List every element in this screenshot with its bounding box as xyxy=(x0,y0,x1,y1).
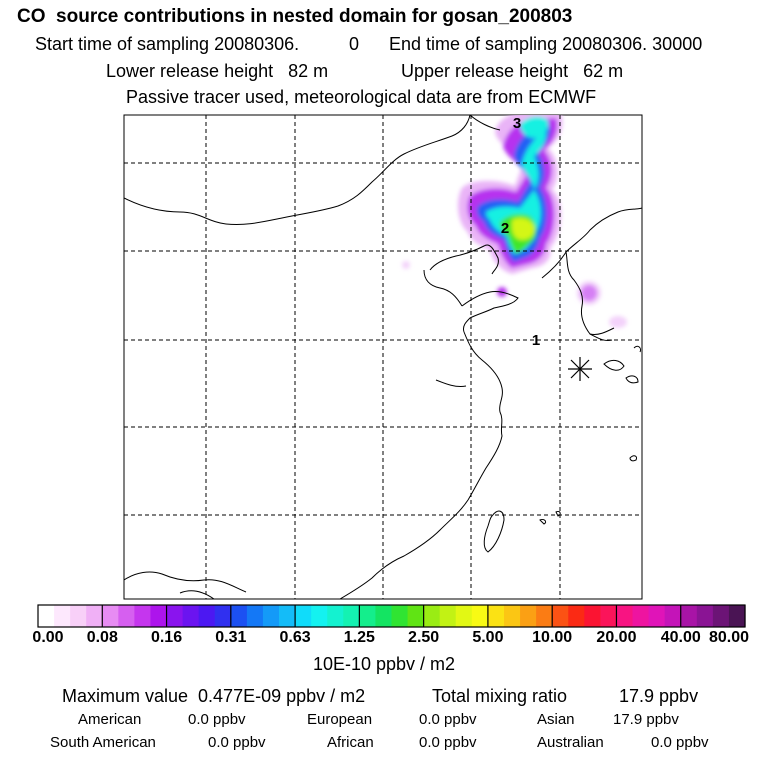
colorbar-cell xyxy=(552,605,569,627)
colorbar-cell xyxy=(696,605,714,627)
colorbar-cell xyxy=(295,605,312,627)
colorbar-cell xyxy=(38,605,55,627)
colorbar-cell xyxy=(214,605,232,627)
asian-label: Asian xyxy=(537,711,575,728)
colorbar-cell xyxy=(262,605,280,627)
colorbar-cell xyxy=(166,605,184,627)
colorbar-cell xyxy=(246,605,264,627)
total-mixing-ratio-label: Total mixing ratio xyxy=(432,686,568,706)
colorbar-cell xyxy=(118,605,136,627)
colorbar-tick-label: 80.00 xyxy=(708,629,750,646)
lat-lon-grid xyxy=(124,115,642,599)
tracer-note: Passive tracer used, meteorological data… xyxy=(126,87,597,107)
colorbar-cell xyxy=(648,605,666,627)
colorbar-cell xyxy=(150,605,168,627)
american-value: 0.0 ppbv xyxy=(188,711,246,728)
colorbar-tick-label: 2.50 xyxy=(408,629,440,646)
upper-release-height: Upper release height 62 m xyxy=(401,61,624,81)
south-american-value: 0.0 ppbv xyxy=(208,734,266,751)
map-title: CO source contributions in nested domain… xyxy=(17,6,573,27)
colorbar-tick-label: 1.25 xyxy=(343,629,375,646)
colorbar-cell xyxy=(54,605,71,627)
colorbar-cell xyxy=(279,605,296,627)
colorbar-cell xyxy=(584,605,601,627)
colorbar-cell xyxy=(664,605,682,627)
american-label: American xyxy=(78,711,142,728)
colorbar-cell xyxy=(70,605,87,627)
colorbar-cell xyxy=(86,605,103,627)
colorbar-cell xyxy=(536,605,553,627)
colorbar-tick-label: 40.00 xyxy=(660,629,701,646)
colorbar-cell xyxy=(102,605,119,627)
total-mixing-ratio-value: 17.9 ppbv xyxy=(619,686,699,706)
colorbar-tick-label: 0.63 xyxy=(279,629,311,646)
colorbar-cell xyxy=(568,605,585,627)
colorbar-cell xyxy=(520,605,537,627)
colorbar-tick-label: 5.00 xyxy=(472,629,504,646)
colorbar-cell xyxy=(311,605,328,627)
colorbar-tick-label: 0.08 xyxy=(86,629,118,646)
colorbar-cell xyxy=(503,605,521,627)
colorbar-cell xyxy=(680,605,698,627)
colorbar-tick-label: 20.00 xyxy=(596,629,637,646)
colorbar-cell xyxy=(182,605,200,627)
colorbar-cell xyxy=(632,605,650,627)
european-value: 0.0 ppbv xyxy=(419,711,477,728)
colorbar-cell xyxy=(134,605,152,627)
colorbar-cell xyxy=(616,605,634,627)
colorbar-tick-label: 10.00 xyxy=(532,629,573,646)
colorbar-tick-label: 0.16 xyxy=(150,629,183,646)
african-label: African xyxy=(327,734,374,751)
colorbar-cell xyxy=(230,605,248,627)
colorbar-cell xyxy=(375,605,393,627)
colorbar-cell xyxy=(343,605,360,627)
colorbar-cell xyxy=(471,605,489,627)
australian-label: Australian xyxy=(537,734,604,751)
african-value: 0.0 ppbv xyxy=(419,734,477,751)
maximum-value: Maximum value 0.477E-09 ppbv / m2 xyxy=(62,686,366,706)
european-label: European xyxy=(307,711,373,728)
coastlines xyxy=(124,115,642,599)
lower-release-height: Lower release height 82 m xyxy=(106,61,329,81)
colorbar-cell xyxy=(455,605,473,627)
colorbar-cell xyxy=(439,605,457,627)
colorbar-unit: 10E-10 ppbv / m2 xyxy=(312,654,456,674)
colorbar-cell xyxy=(359,605,377,627)
start-time-label: Start time of sampling 20080306. xyxy=(35,34,300,54)
asian-value: 17.9 ppbv xyxy=(613,711,679,728)
station-asterisk-icon xyxy=(568,357,592,381)
colorbar-cell xyxy=(391,605,409,627)
south-american-label: South American xyxy=(50,734,156,751)
marker-2: 2 xyxy=(501,220,509,237)
colorbar-cell xyxy=(487,605,505,627)
colorbar-cell xyxy=(728,605,746,627)
colorbar-cell xyxy=(600,605,618,627)
colorbar-cell xyxy=(423,605,441,627)
colorbar-tick-label: 0.31 xyxy=(215,629,247,646)
start-time-hour: 0 xyxy=(349,34,360,54)
colorbar xyxy=(37,604,746,628)
colorbar-cell xyxy=(712,605,730,627)
marker-3: 3 xyxy=(513,115,521,132)
colorbar-tick-label: 0.00 xyxy=(32,629,64,646)
colorbar-cell xyxy=(327,605,344,627)
australian-value: 0.0 ppbv xyxy=(651,734,709,751)
colorbar-cell xyxy=(407,605,425,627)
marker-1: 1 xyxy=(532,332,540,349)
end-time-label: End time of sampling 20080306. 30000 xyxy=(389,34,703,54)
colorbar-cell xyxy=(198,605,216,627)
